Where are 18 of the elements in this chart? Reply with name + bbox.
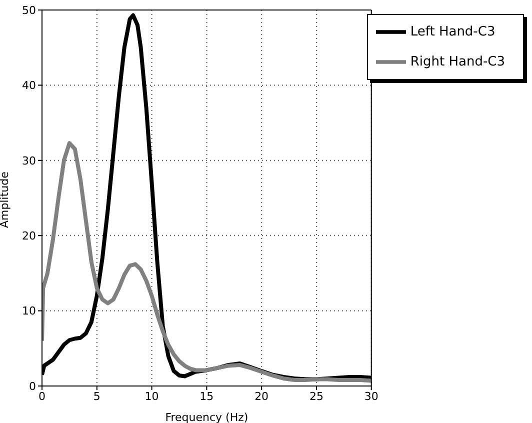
x-tick-label: 0 <box>38 390 46 403</box>
y-tick-label: 20 <box>22 230 36 243</box>
y-axis-title: Amplitude <box>0 171 11 228</box>
line-series <box>42 141 372 383</box>
x-tick-label: 5 <box>93 390 100 403</box>
y-tick-label: 0 <box>29 380 36 393</box>
x-tick-label: 25 <box>309 390 324 403</box>
x-tick-label: 20 <box>254 390 269 403</box>
x-axis-title: Frequency (Hz) <box>165 411 248 423</box>
x-tick-label: 10 <box>144 390 159 403</box>
y-tick-label: 10 <box>22 304 36 318</box>
x-tick-label: 15 <box>200 390 214 403</box>
y-tick-label: 40 <box>22 79 36 92</box>
legend-label: Right Hand-C3 <box>410 54 505 70</box>
y-tick-label: 50 <box>22 4 36 17</box>
x-tick-label: 30 <box>364 390 378 403</box>
y-tick-label: 30 <box>22 154 36 168</box>
legend-label: Left Hand-C3 <box>410 24 496 40</box>
